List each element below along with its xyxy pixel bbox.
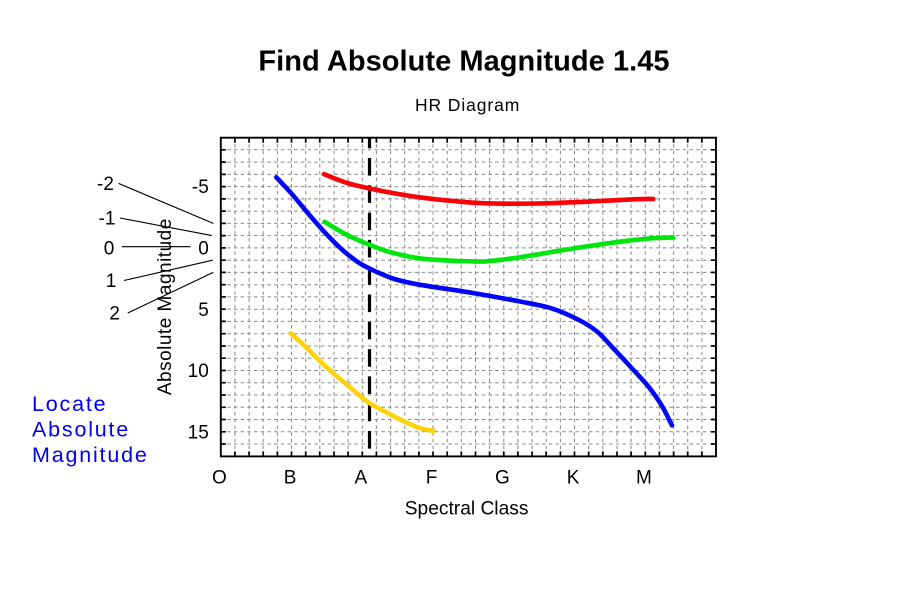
svg-text:1: 1: [106, 271, 117, 292]
svg-text:M: M: [636, 468, 652, 489]
svg-text:Find Absolute Magnitude 1.45: Find Absolute Magnitude 1.45: [258, 46, 669, 78]
svg-text:-2: -2: [97, 174, 114, 195]
svg-text:B: B: [284, 468, 297, 489]
svg-text:Magnitude: Magnitude: [32, 443, 149, 467]
svg-text:O: O: [212, 468, 227, 489]
svg-text:A: A: [355, 468, 368, 489]
svg-text:15: 15: [188, 422, 209, 443]
svg-text:G: G: [495, 468, 510, 489]
svg-text:Absolute Magnitude: Absolute Magnitude: [155, 218, 176, 395]
svg-text:HR Diagram: HR Diagram: [415, 95, 520, 115]
svg-text:K: K: [567, 468, 580, 489]
svg-text:10: 10: [188, 361, 209, 382]
svg-text:0: 0: [198, 239, 209, 260]
svg-text:Locate: Locate: [32, 392, 107, 416]
svg-text:F: F: [426, 468, 438, 489]
svg-text:-1: -1: [99, 209, 116, 230]
svg-text:2: 2: [109, 304, 120, 325]
svg-text:Absolute: Absolute: [32, 418, 130, 442]
svg-text:5: 5: [198, 300, 209, 321]
svg-text:0: 0: [104, 239, 115, 260]
svg-text:Spectral Class: Spectral Class: [405, 499, 529, 520]
svg-text:-5: -5: [192, 177, 209, 198]
